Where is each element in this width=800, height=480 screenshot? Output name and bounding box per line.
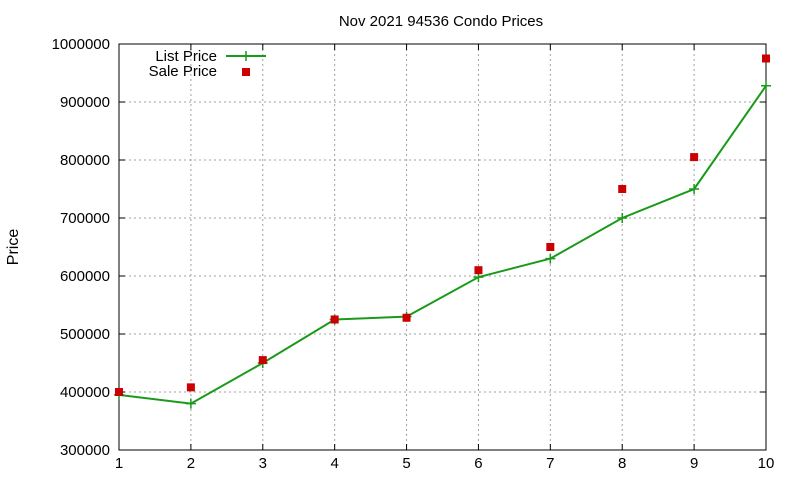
sale-price-point	[402, 313, 411, 322]
x-tick-label: 6	[474, 455, 482, 472]
list-price-point	[761, 80, 771, 91]
x-tick-label: 7	[546, 455, 554, 472]
x-tick-label: 5	[402, 455, 410, 472]
sale-price-point	[474, 266, 483, 275]
x-tick-label: 8	[618, 455, 626, 472]
y-tick-label: 500000	[60, 326, 110, 343]
sale-price-point	[618, 185, 627, 193]
y-tick-label: 300000	[60, 442, 110, 459]
x-tick-label: 10	[758, 455, 775, 472]
x-tick-label: 3	[259, 455, 267, 472]
list-price-point	[617, 213, 628, 223]
sale-price-point	[546, 243, 555, 251]
list-price-point	[689, 184, 700, 194]
series	[114, 54, 771, 409]
y-tick-label: 800000	[60, 152, 110, 169]
y-tick-label: 1000000	[52, 36, 110, 53]
x-tick-label: 9	[690, 455, 698, 472]
legend-label-list-price: List Price	[155, 48, 217, 65]
legend-label-sale-price: Sale Price	[149, 63, 217, 80]
list-price-point	[545, 253, 556, 264]
y-tick-label: 600000	[60, 268, 110, 285]
chart-title: Nov 2021 94536 Condo Prices	[339, 13, 543, 30]
series-line-list-price	[118, 85, 767, 405]
y-tick-label: 900000	[60, 94, 110, 111]
plot-frame	[118, 43, 767, 451]
sale-price-point	[690, 153, 699, 162]
sale-price-point	[330, 315, 339, 324]
x-tick-label: 2	[187, 455, 195, 472]
sale-price-point	[258, 356, 267, 365]
y-tick-label: 400000	[60, 384, 110, 401]
legend: List Price Sale Price	[149, 48, 266, 80]
list-price-point	[185, 398, 196, 409]
x-tick-label: 4	[330, 455, 338, 472]
sale-price-point	[186, 383, 195, 392]
sale-price-point	[115, 388, 123, 396]
axis-ticks: 300000 400000 500000 600000 700000 800000 9000…	[52, 36, 775, 472]
y-tick-label: 700000	[60, 210, 110, 227]
x-tick-label: 1	[115, 455, 123, 472]
y-axis-label: Price	[5, 229, 22, 266]
sale-price-point	[762, 54, 770, 63]
legend-marker-list-price	[241, 51, 251, 61]
legend-marker-sale-price	[242, 68, 250, 76]
